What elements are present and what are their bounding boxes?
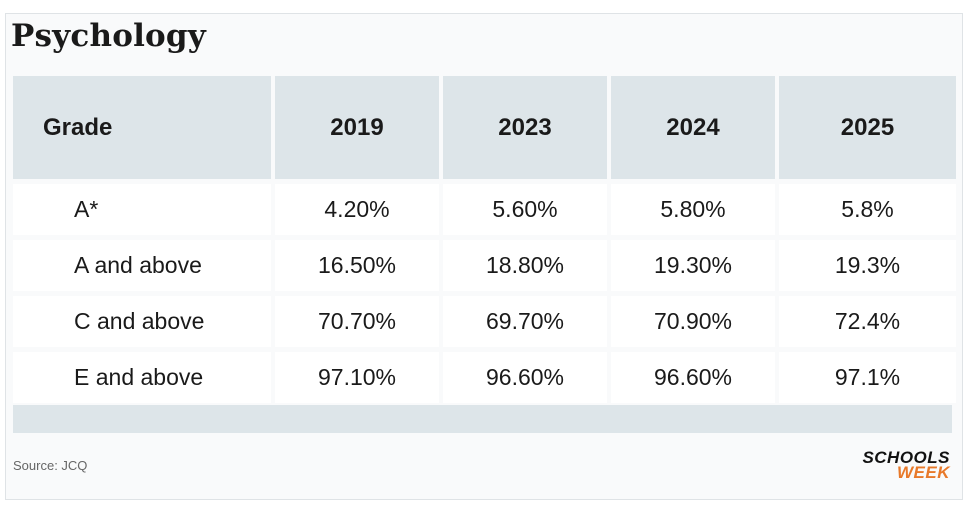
table-cell: 97.1%	[779, 352, 956, 403]
row-label-a-and-above: A and above	[13, 240, 271, 291]
table-cell: 97.10%	[275, 352, 439, 403]
table-cell: 70.90%	[611, 296, 775, 347]
logo-line-2: WEEK	[897, 463, 950, 482]
table-cell: 70.70%	[275, 296, 439, 347]
table-cell: 72.4%	[779, 296, 956, 347]
source-note: Source: JCQ	[13, 458, 88, 473]
column-header-2019: 2019	[275, 76, 439, 179]
table-cell: 16.50%	[275, 240, 439, 291]
table-cell: 69.70%	[443, 296, 607, 347]
column-header-grade: Grade	[13, 76, 271, 179]
table-cell: 19.3%	[779, 240, 956, 291]
table-cell: 5.8%	[779, 184, 956, 235]
table-footer-bar	[13, 405, 952, 433]
logo-line-1: SCHOOLS	[862, 448, 950, 467]
table-cell: 96.60%	[443, 352, 607, 403]
table-cell: 5.60%	[443, 184, 607, 235]
row-label-e-and-above: E and above	[13, 352, 271, 403]
table-cell: 96.60%	[611, 352, 775, 403]
column-header-2025: 2025	[779, 76, 956, 179]
schools-week-logo: SCHOOLS WEEK	[862, 448, 950, 482]
results-table: Grade 2019 2023 2024 2025 A* 4.20% 5.60%…	[13, 76, 956, 403]
table-cell: 18.80%	[443, 240, 607, 291]
column-header-2023: 2023	[443, 76, 607, 179]
column-header-2024: 2024	[611, 76, 775, 179]
row-label-a-star: A*	[13, 184, 271, 235]
chart-title: Psychology	[11, 18, 207, 54]
row-label-c-and-above: C and above	[13, 296, 271, 347]
table-cell: 5.80%	[611, 184, 775, 235]
table-cell: 4.20%	[275, 184, 439, 235]
table-cell: 19.30%	[611, 240, 775, 291]
